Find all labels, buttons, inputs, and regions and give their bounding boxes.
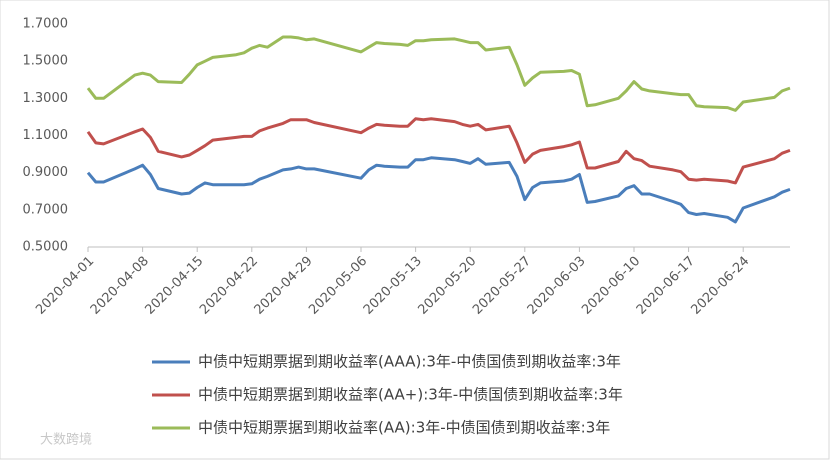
y-tick-label: 1.3000 <box>23 91 69 106</box>
y-tick-label: 0.7000 <box>23 202 69 217</box>
y-tick-label: 1.1000 <box>23 128 69 143</box>
series-line <box>86 156 791 224</box>
series-line <box>86 35 791 112</box>
y-tick-label: 0.5000 <box>23 240 69 255</box>
watermark: 大数跨境 <box>40 433 92 448</box>
y-tick-label: 1.5000 <box>23 54 69 69</box>
y-tick-label: 1.7000 <box>23 17 69 32</box>
legend-label: 中债中短期票据到期收益率(AA+):3年-中债国债到期收益率:3年 <box>198 386 623 404</box>
y-tick-label: 0.9000 <box>23 165 69 180</box>
legend-label: 中债中短期票据到期收益率(AAA):3年-中债国债到期收益率:3年 <box>198 353 621 371</box>
series-line <box>86 117 791 185</box>
legend-label: 中债中短期票据到期收益率(AA):3年-中债国债到期收益率:3年 <box>198 419 610 437</box>
